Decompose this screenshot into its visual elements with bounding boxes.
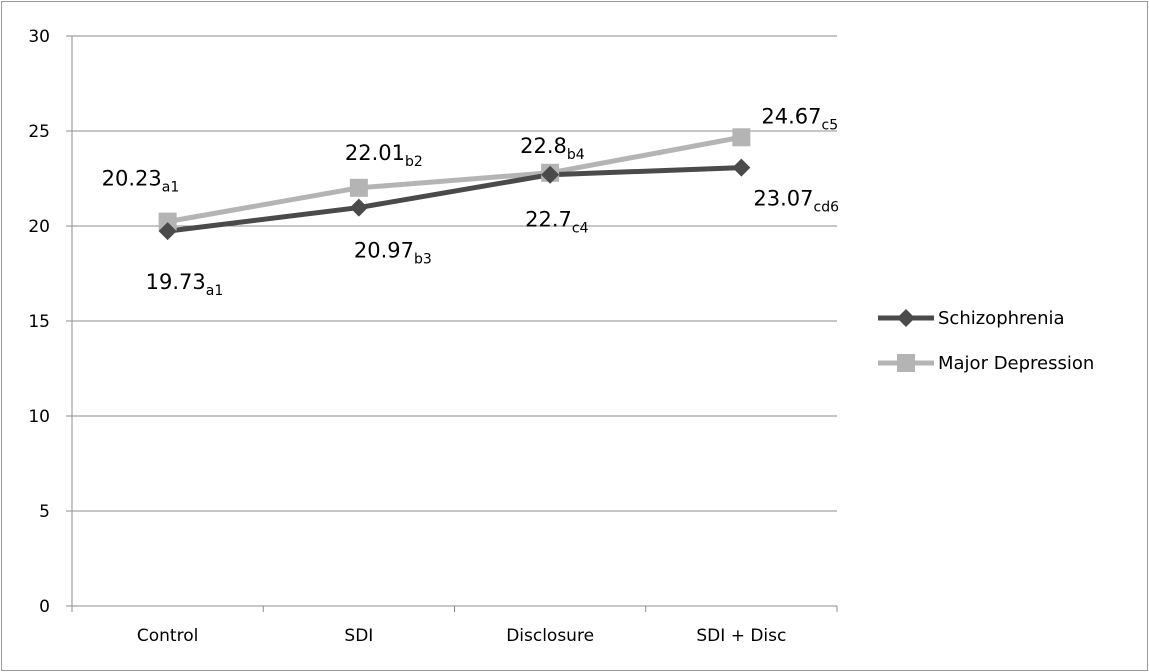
data-label: 22.7c4 [525, 208, 588, 237]
data-labels: 19.73a120.97b322.7c423.07cd620.23a122.01… [102, 104, 839, 299]
data-label: 20.97b3 [354, 239, 432, 268]
data-label-subscript: c5 [822, 117, 839, 133]
data-label-subscript: cd6 [814, 200, 840, 216]
data-label-subscript: c4 [572, 221, 589, 237]
legend-label: Schizophrenia [938, 308, 1065, 329]
data-label-subscript: b3 [414, 252, 432, 268]
data-label-subscript: a1 [162, 180, 180, 196]
legend-swatch-marker [897, 354, 915, 372]
data-label-value: 19.73 [146, 270, 206, 294]
data-label-subscript: a1 [206, 283, 224, 299]
y-tick-label: 30 [28, 27, 50, 47]
data-point-major-depression [158, 212, 177, 231]
series-line-major-depression [167, 134, 742, 225]
data-label: 24.67c5 [761, 104, 838, 133]
data-label: 22.01b2 [345, 141, 423, 170]
data-point-schizophrenia [349, 198, 368, 217]
y-tick-label: 20 [28, 217, 50, 237]
data-label-value: 22.01 [345, 141, 405, 165]
series-line-schizophrenia [167, 165, 742, 234]
y-tick-label: 25 [28, 122, 50, 142]
x-tick-label: SDI + Disc [696, 626, 786, 646]
y-tick-label: 5 [39, 502, 50, 522]
x-tick-label: Disclosure [506, 626, 594, 646]
data-point-schizophrenia [158, 222, 177, 241]
x-tick-label: Control [137, 626, 198, 646]
data-label-value: 20.23 [102, 167, 162, 191]
data-label-subscript: b4 [567, 147, 585, 163]
data-label-value: 22.8 [520, 134, 567, 158]
data-point-major-depression [732, 128, 751, 147]
legend-item-major-depression: Major Depression [878, 353, 1094, 374]
data-point-schizophrenia [541, 165, 560, 184]
data-label: 23.07cd6 [753, 187, 839, 216]
data-point-schizophrenia [732, 158, 751, 177]
y-tick-label: 10 [28, 407, 50, 427]
y-tick-label: 0 [39, 597, 50, 617]
data-label: 19.73a1 [146, 270, 224, 299]
data-label: 22.8b4 [520, 134, 585, 163]
legend-item-schizophrenia: Schizophrenia [878, 308, 1065, 329]
legend-label: Major Depression [938, 353, 1094, 374]
x-tick-label: SDI [344, 626, 373, 646]
data-label-value: 23.07 [753, 187, 813, 211]
data-label-subscript: b2 [405, 154, 423, 170]
legend: Schizophrenia Major Depression [878, 308, 1094, 374]
data-label-value: 20.97 [354, 239, 414, 263]
y-tick-label: 15 [28, 312, 50, 332]
legend-swatch-marker [897, 309, 915, 327]
axes: 0 5 10 15 20 25 30 Control SDI Disclosure SDI + Di… [28, 27, 838, 646]
series-lines [158, 128, 751, 241]
data-label: 20.23a1 [102, 167, 180, 196]
data-label-value: 22.7 [525, 208, 572, 232]
data-label-value: 24.67 [761, 104, 821, 128]
data-point-major-depression [349, 178, 368, 197]
